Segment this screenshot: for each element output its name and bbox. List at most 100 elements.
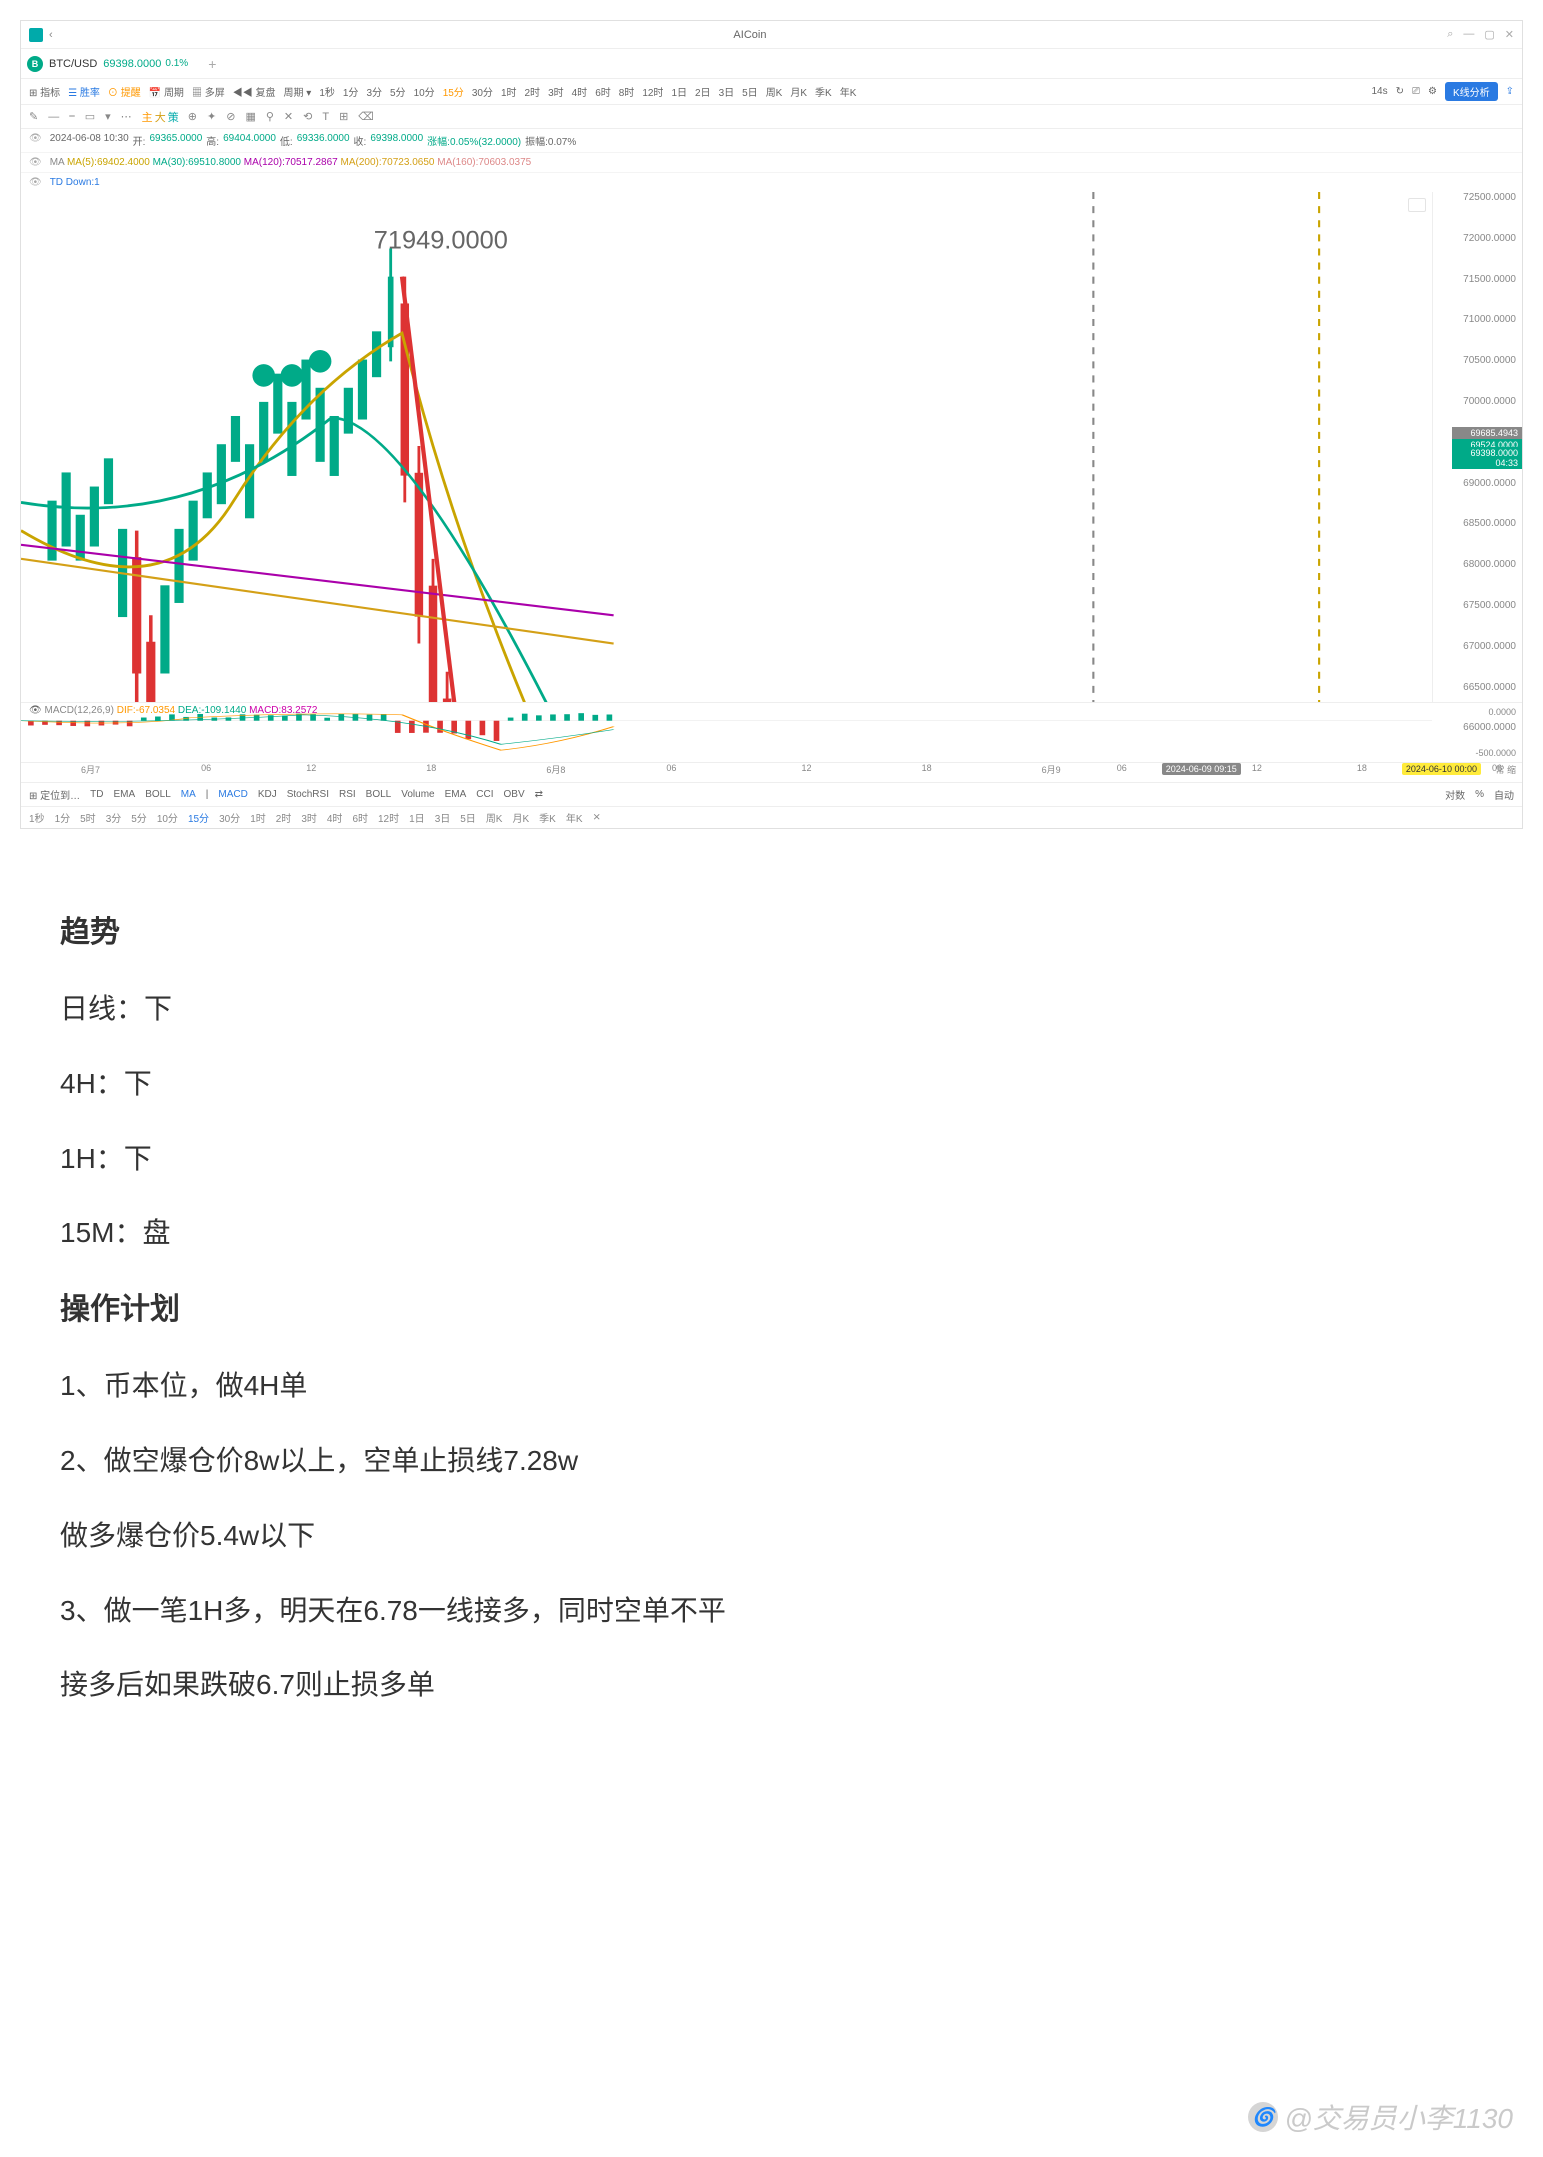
ind-kdj[interactable]: KDJ xyxy=(258,789,277,800)
ind-cci[interactable]: CCI xyxy=(476,789,493,800)
maximize-icon[interactable]: ▢ xyxy=(1484,28,1494,41)
settings-icon[interactable]: ⚙ xyxy=(1428,86,1437,97)
tf2-close-icon[interactable]: ⨯ xyxy=(593,812,601,823)
pair-symbol[interactable]: BTC/USD xyxy=(49,58,97,70)
tf-3h[interactable]: 3时 xyxy=(548,84,564,99)
tf2-item[interactable]: 1分 xyxy=(55,810,71,825)
minimize-icon[interactable]: — xyxy=(1463,28,1474,41)
tf-15m[interactable]: 15分 xyxy=(443,84,464,99)
ind-rsi[interactable]: RSI xyxy=(339,789,356,800)
line-icon[interactable]: — xyxy=(48,111,59,123)
tool5-icon[interactable]: ⚲ xyxy=(266,110,274,123)
tool8-icon[interactable]: T xyxy=(322,111,329,123)
tf-1d[interactable]: 1日 xyxy=(671,84,687,99)
tf-wk[interactable]: 周K xyxy=(766,84,783,99)
tf-1h[interactable]: 1时 xyxy=(501,84,517,99)
ind-obv[interactable]: OBV xyxy=(504,789,525,800)
opt-log[interactable]: 对数 xyxy=(1445,787,1465,802)
tf2-item[interactable]: 5日 xyxy=(460,810,476,825)
chart-main[interactable]: 71949.0000 68450.0000 xyxy=(21,192,1432,702)
ind-boll2[interactable]: BOLL xyxy=(366,789,392,800)
eye-icon[interactable]: 👁 xyxy=(29,133,42,148)
tf-4h[interactable]: 4时 xyxy=(572,84,588,99)
ind-ema[interactable]: EMA xyxy=(114,789,136,800)
tf-5d[interactable]: 5日 xyxy=(742,84,758,99)
tf-8h[interactable]: 8时 xyxy=(619,84,635,99)
eye-icon-2[interactable]: 👁 xyxy=(29,157,42,168)
tf-2d[interactable]: 2日 xyxy=(695,84,711,99)
tool9-icon[interactable]: ⊞ xyxy=(339,110,348,123)
add-tab-icon[interactable]: + xyxy=(208,56,216,72)
tool7-icon[interactable]: ⟲ xyxy=(303,110,312,123)
filter-icon[interactable]: ⎚ xyxy=(1412,86,1420,97)
tf2-item[interactable]: 10分 xyxy=(157,810,178,825)
tf2-item[interactable]: 季K xyxy=(539,810,556,825)
hline-icon[interactable]: ⎯ xyxy=(69,110,75,123)
tf2-item[interactable]: 3分 xyxy=(106,810,122,825)
tf-12h[interactable]: 12时 xyxy=(642,84,663,99)
ind-td[interactable]: TD xyxy=(90,789,103,800)
tool4-icon[interactable]: ▦ xyxy=(245,110,255,123)
ind-more-icon[interactable]: ⇄ xyxy=(535,789,543,800)
tf2-item[interactable]: 1秒 xyxy=(29,810,45,825)
opt-pct[interactable]: % xyxy=(1475,789,1484,800)
kline-analysis-button[interactable]: K线分析 xyxy=(1445,82,1498,101)
share-icon[interactable]: ⇪ xyxy=(1506,86,1514,97)
locate-btn[interactable]: ⊞ 定位到… xyxy=(29,787,80,802)
ind-ma[interactable]: MA xyxy=(181,789,196,800)
tf-3m[interactable]: 3分 xyxy=(366,84,382,99)
tf-y[interactable]: 年K xyxy=(840,84,857,99)
opt-auto[interactable]: 自动 xyxy=(1494,787,1514,802)
tf-30m[interactable]: 30分 xyxy=(472,84,493,99)
tool1-icon[interactable]: ⊕ xyxy=(188,110,197,123)
tf2-item[interactable]: 3日 xyxy=(435,810,451,825)
tf2-item[interactable]: 6时 xyxy=(352,810,368,825)
zhu-da-ce[interactable]: 主 大 策 xyxy=(142,109,178,125)
tf-q[interactable]: 季K xyxy=(815,84,832,99)
tf2-item[interactable]: 3时 xyxy=(301,810,317,825)
tf-mo[interactable]: 月K xyxy=(790,84,807,99)
pencil-icon[interactable]: ✎ xyxy=(29,110,38,123)
tool3-icon[interactable]: ⊘ xyxy=(226,110,235,123)
tf-10m[interactable]: 10分 xyxy=(414,84,435,99)
tool10-icon[interactable]: ⌫ xyxy=(358,110,374,123)
tb-winrate[interactable]: ☰ 胜率 xyxy=(68,84,100,99)
ind-srsi[interactable]: StochRSI xyxy=(287,789,329,800)
ind-boll[interactable]: BOLL xyxy=(145,789,171,800)
ind-macd[interactable]: MACD xyxy=(218,789,247,800)
tf2-item[interactable]: 5分 xyxy=(131,810,147,825)
tf-1m[interactable]: 1分 xyxy=(343,84,359,99)
tb-alert[interactable]: ⊙ 提醒 xyxy=(108,84,141,99)
chart-area[interactable]: 71949.0000 68450.0000 xyxy=(21,192,1522,702)
tf2-item[interactable]: 2时 xyxy=(276,810,292,825)
more-icon[interactable]: ⋯ xyxy=(121,110,132,123)
tf2-item[interactable]: 12时 xyxy=(378,810,399,825)
tf-6h[interactable]: 6时 xyxy=(595,84,611,99)
eye-icon-3[interactable]: 👁 xyxy=(29,177,42,188)
tf-1s[interactable]: 1秒 xyxy=(319,84,335,99)
dropdown-icon[interactable]: ▾ xyxy=(105,110,111,123)
tb-cycle1[interactable]: 📅 周期 xyxy=(149,84,184,99)
tf2-item[interactable]: 周K xyxy=(486,810,503,825)
refresh-icon[interactable]: ↻ xyxy=(1396,86,1404,97)
tb-indicator[interactable]: ⊞ 指标 xyxy=(29,84,60,99)
tf2-item[interactable]: 30分 xyxy=(219,810,240,825)
tf-3d[interactable]: 3日 xyxy=(719,84,735,99)
tf2-item[interactable]: 4时 xyxy=(327,810,343,825)
tf2-item[interactable]: 1日 xyxy=(409,810,425,825)
tf2-item[interactable]: 15分 xyxy=(188,810,209,825)
macd-panel[interactable]: 👁 MACD(12,26,9) DIF:-67.0354 DEA:-109.14… xyxy=(21,702,1522,762)
search-icon[interactable]: ⌕ xyxy=(1447,28,1453,41)
tf-5m[interactable]: 5分 xyxy=(390,84,406,99)
tool2-icon[interactable]: ✦ xyxy=(207,110,216,123)
tf2-item[interactable]: 1时 xyxy=(250,810,266,825)
tf2-item[interactable]: 5时 xyxy=(80,810,96,825)
close-icon[interactable]: ✕ xyxy=(1505,28,1514,41)
tb-replay[interactable]: ◀◀ 复盘 xyxy=(233,84,276,99)
rect-icon[interactable]: ▭ xyxy=(85,110,95,123)
tb-multiscreen[interactable]: ▦ 多屏 xyxy=(192,84,225,99)
tf2-item[interactable]: 月K xyxy=(512,810,529,825)
tool6-icon[interactable]: ✕ xyxy=(284,110,293,123)
tf-2h[interactable]: 2时 xyxy=(525,84,541,99)
tb-cycle2[interactable]: 周期 ▾ xyxy=(284,84,312,99)
